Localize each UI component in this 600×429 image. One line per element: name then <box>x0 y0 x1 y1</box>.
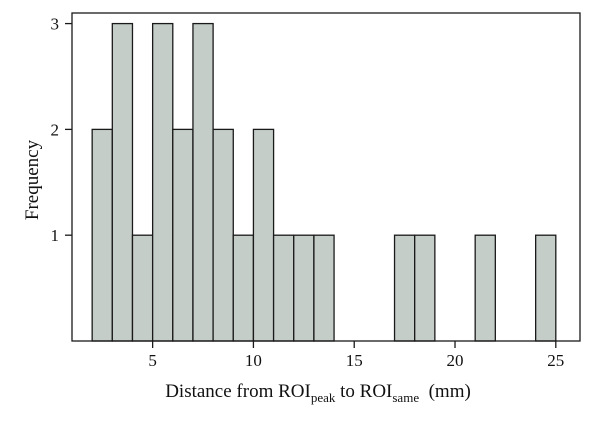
histogram-bar-6 <box>192 22 214 342</box>
x-axis-title-sub1: peak <box>311 390 336 405</box>
histogram-bar-1 <box>91 128 113 342</box>
y-ticks: 1 2 3 <box>51 15 72 245</box>
y-tick-label-3: 3 <box>51 15 60 34</box>
histogram-bar-15 <box>474 234 496 342</box>
y-tick-label-2: 2 <box>51 120 60 139</box>
histogram-bar-2 <box>111 22 134 342</box>
histogram-bar-12 <box>313 234 335 342</box>
histogram-bar-5 <box>172 128 194 342</box>
x-tick-label-25: 25 <box>547 351 564 370</box>
histogram-bar-10 <box>272 234 295 342</box>
x-tick-label-10: 10 <box>245 351 262 370</box>
x-tick-label-20: 20 <box>447 351 464 370</box>
histogram-bar-11 <box>293 234 315 342</box>
y-axis-title: Frequency <box>22 139 43 220</box>
histogram-bar-14 <box>414 234 436 342</box>
y-tick-label-1: 1 <box>51 226 60 245</box>
x-axis-title: Distance from ROIpeak to ROIsame (mm) <box>165 381 471 405</box>
x-axis-title-part1: Distance from ROI <box>165 381 311 402</box>
axes-group <box>71 12 581 342</box>
x-tick-label-5: 5 <box>148 351 157 370</box>
x-axis-title-sub2: same <box>392 390 419 405</box>
x-tick-label-15: 15 <box>346 351 363 370</box>
histogram-bar-16 <box>535 234 557 342</box>
x-ticks: 5 10 15 20 25 <box>148 341 564 370</box>
histogram-bar-9 <box>252 128 275 342</box>
bars-group <box>91 22 557 342</box>
x-axis-title-unit: (mm) <box>419 381 471 402</box>
histogram-bar-3 <box>131 234 154 342</box>
x-axis-title-part2: to ROI <box>335 381 392 402</box>
histogram-bar-4 <box>151 22 174 342</box>
histogram-bar-7 <box>212 128 234 342</box>
plot-frame <box>71 12 581 342</box>
histogram-bar-8 <box>232 234 255 342</box>
histogram-bar-13 <box>393 234 416 342</box>
